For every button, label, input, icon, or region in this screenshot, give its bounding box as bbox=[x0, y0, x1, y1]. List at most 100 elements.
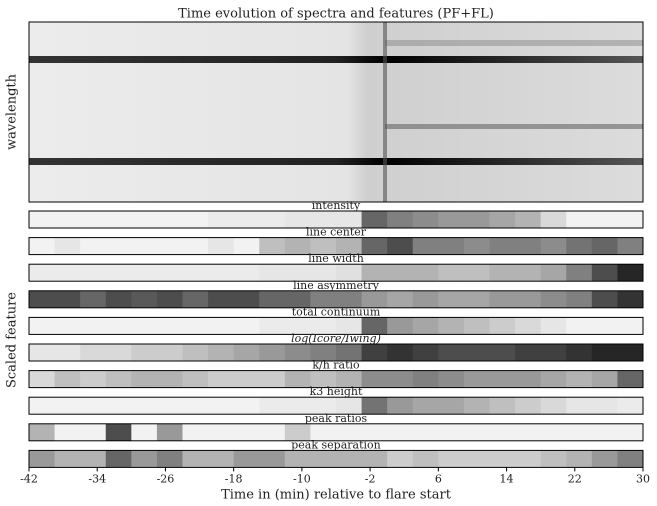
feature-cell bbox=[617, 211, 644, 228]
feature-cell bbox=[156, 397, 183, 415]
feature-cell bbox=[208, 370, 235, 388]
feature-cell bbox=[412, 423, 439, 441]
feature-cell bbox=[463, 317, 490, 335]
feature-cell bbox=[361, 370, 388, 388]
feature-cell bbox=[182, 290, 209, 308]
feature-cell bbox=[182, 237, 209, 255]
feature-cell bbox=[233, 397, 260, 415]
feature-cell bbox=[412, 370, 439, 388]
spectrogram bbox=[28, 21, 644, 203]
feature-cell bbox=[80, 450, 107, 468]
strip-frame bbox=[28, 396, 644, 415]
feature-cell bbox=[80, 423, 107, 441]
x-tick-label: -10 bbox=[293, 472, 311, 485]
feature-cell bbox=[566, 264, 593, 282]
x-tick-label: 30 bbox=[636, 472, 650, 485]
feature-cell bbox=[566, 317, 593, 335]
feature-cell bbox=[259, 237, 286, 255]
feature-cell bbox=[489, 397, 516, 415]
feature-cell bbox=[233, 370, 260, 388]
strip-frame bbox=[28, 343, 644, 362]
feature-cell bbox=[182, 211, 209, 228]
feature-cell bbox=[591, 264, 618, 282]
feature-cell bbox=[80, 370, 107, 388]
feature-label: intensity bbox=[312, 199, 361, 212]
y-label: Scaled feature bbox=[5, 292, 20, 388]
feature-cell bbox=[208, 397, 235, 415]
feature-cell bbox=[412, 237, 439, 255]
feature-cell bbox=[463, 211, 490, 228]
feature-cell bbox=[259, 370, 286, 388]
feature-cell bbox=[284, 290, 311, 308]
feature-cell bbox=[131, 211, 158, 228]
feature-cell bbox=[438, 450, 465, 468]
feature-cell bbox=[54, 317, 81, 335]
feature-cell bbox=[131, 264, 158, 282]
feature-cell bbox=[310, 290, 337, 308]
feature-cell bbox=[489, 317, 516, 335]
feature-cell bbox=[540, 344, 567, 361]
feature-cell bbox=[54, 344, 81, 361]
strip-frame bbox=[28, 423, 644, 442]
feature-cell bbox=[182, 450, 209, 468]
feature-cell bbox=[105, 264, 132, 282]
feature-cell bbox=[463, 450, 490, 468]
feature-cell bbox=[131, 317, 158, 335]
feature-cell bbox=[259, 344, 286, 361]
feature-cell bbox=[336, 423, 363, 441]
feature-cell bbox=[387, 317, 414, 335]
feature-cell bbox=[105, 317, 132, 335]
feature-cell bbox=[259, 264, 286, 282]
feature-cell bbox=[540, 264, 567, 282]
feature-cell bbox=[489, 450, 516, 468]
feature-cell bbox=[105, 423, 132, 441]
feature-cell bbox=[336, 317, 363, 335]
feature-cell bbox=[515, 290, 542, 308]
feature-cell bbox=[617, 344, 644, 361]
feature-cell bbox=[489, 211, 516, 228]
feature-cell bbox=[336, 450, 363, 468]
feature-cell bbox=[591, 211, 618, 228]
feature-cell bbox=[387, 344, 414, 361]
feature-cell bbox=[489, 423, 516, 441]
feature-cell bbox=[387, 423, 414, 441]
feature-cell bbox=[412, 211, 439, 228]
feature-cell bbox=[284, 237, 311, 255]
feature-cell bbox=[336, 370, 363, 388]
feature-cell bbox=[617, 450, 644, 468]
feature-label: k3 height bbox=[310, 385, 363, 398]
feature-cell bbox=[259, 397, 286, 415]
feature-cell bbox=[617, 264, 644, 282]
feature-cell bbox=[131, 344, 158, 361]
feature-cell bbox=[208, 211, 235, 228]
feature-cell bbox=[336, 290, 363, 308]
feature-cell bbox=[259, 290, 286, 308]
feature-cell bbox=[310, 450, 337, 468]
feature-cell bbox=[412, 264, 439, 282]
feature-cell bbox=[412, 397, 439, 415]
strip-frame bbox=[28, 210, 644, 229]
feature-cell bbox=[29, 317, 56, 335]
feature-cell bbox=[515, 317, 542, 335]
feature-cell bbox=[361, 317, 388, 335]
feature-cell bbox=[284, 211, 311, 228]
feature-cell bbox=[438, 237, 465, 255]
feature-cell bbox=[591, 450, 618, 468]
feature-cell bbox=[80, 317, 107, 335]
feature-cell bbox=[284, 397, 311, 415]
feature-cell bbox=[591, 370, 618, 388]
feature-cell bbox=[438, 264, 465, 282]
x-tick-label: -18 bbox=[225, 472, 243, 485]
feature-cell bbox=[566, 290, 593, 308]
feature-cell bbox=[54, 397, 81, 415]
feature-cell bbox=[540, 290, 567, 308]
feature-cell bbox=[566, 237, 593, 255]
feature-cell bbox=[29, 370, 56, 388]
feature-cell bbox=[515, 397, 542, 415]
chart-title: Time evolution of spectra and features (… bbox=[178, 7, 494, 22]
feature-cell bbox=[617, 237, 644, 255]
feature-cell bbox=[156, 344, 183, 361]
feature-cell bbox=[182, 264, 209, 282]
feature-cell bbox=[233, 290, 260, 308]
